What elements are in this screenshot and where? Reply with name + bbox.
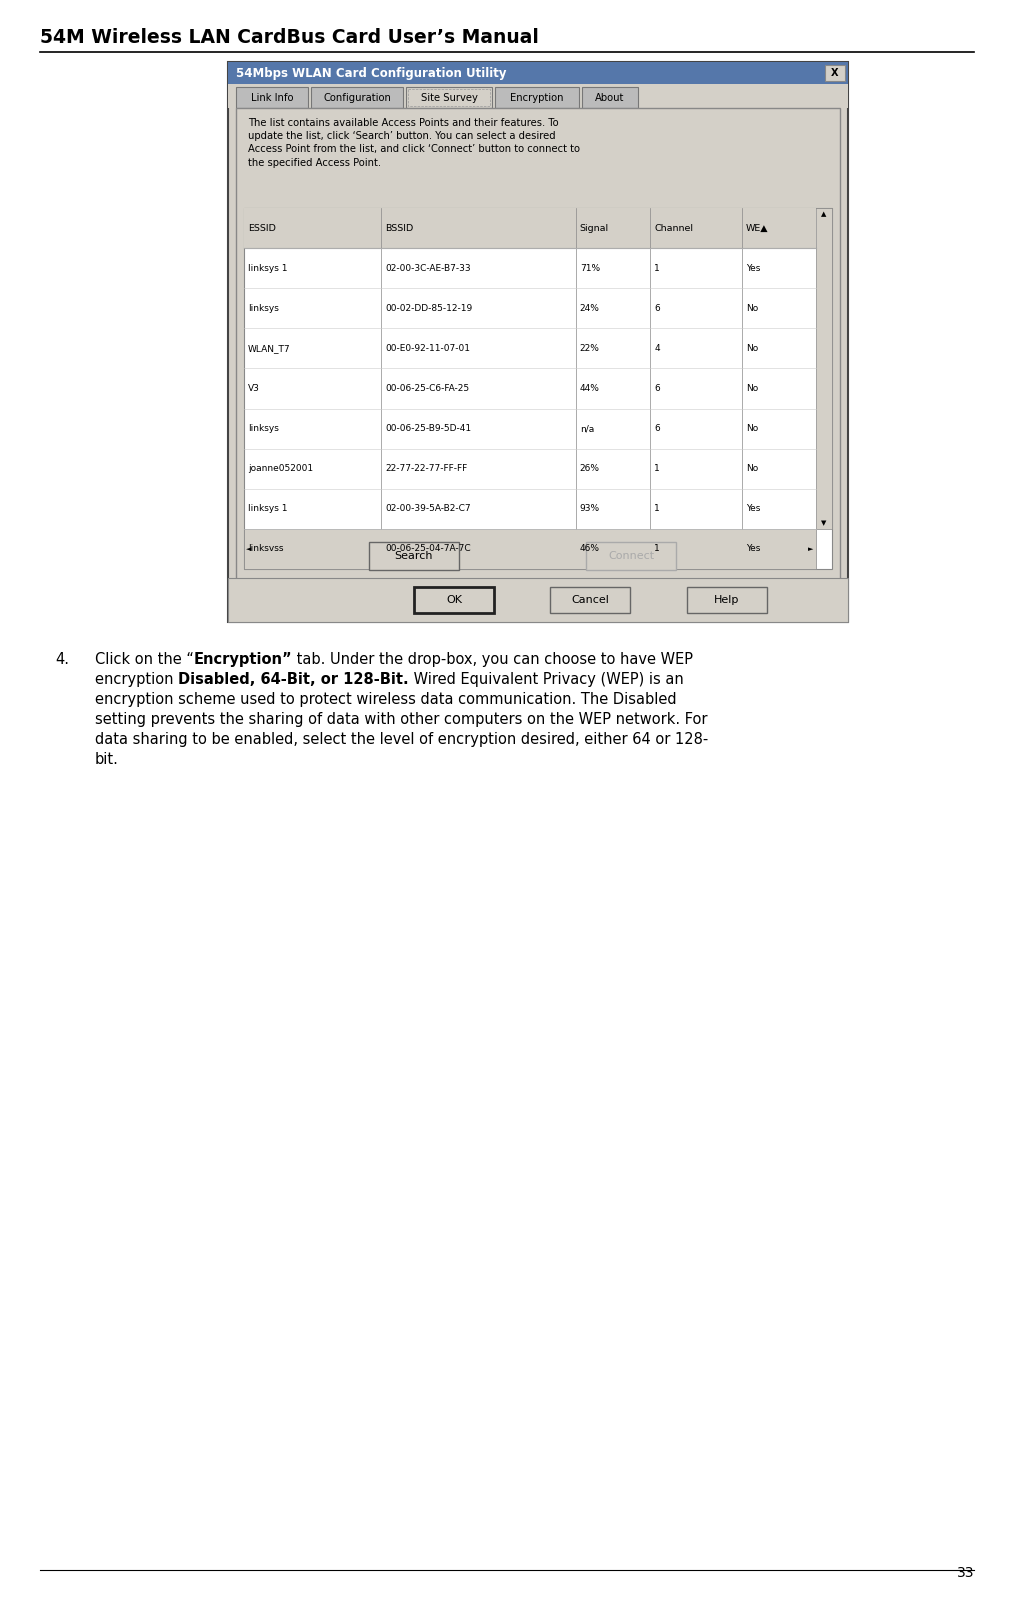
- Bar: [406, 86, 492, 109]
- Text: Signal: Signal: [580, 224, 608, 233]
- Text: 24%: 24%: [580, 304, 599, 313]
- Text: ESSID: ESSID: [248, 224, 276, 233]
- Text: 00-02-DD-85-12-19: 00-02-DD-85-12-19: [385, 304, 473, 313]
- Text: 6: 6: [654, 423, 660, 433]
- Text: WLAN_T7: WLAN_T7: [248, 344, 291, 353]
- Bar: [551, 586, 631, 614]
- Text: Encryption: Encryption: [510, 93, 564, 102]
- Text: 93%: 93%: [580, 505, 600, 513]
- Text: WE▲: WE▲: [745, 224, 769, 233]
- Text: data sharing to be enabled, select the level of encryption desired, either 64 or: data sharing to be enabled, select the l…: [95, 732, 708, 746]
- Text: linksys: linksys: [248, 304, 279, 313]
- Text: Disabled, 64-Bit, or 128-Bit.: Disabled, 64-Bit, or 128-Bit.: [178, 673, 409, 687]
- Text: Wired Equivalent Privacy (WEP) is an: Wired Equivalent Privacy (WEP) is an: [409, 673, 683, 687]
- Text: 4.: 4.: [55, 652, 69, 666]
- Text: Yes: Yes: [745, 545, 760, 553]
- Text: 26%: 26%: [580, 465, 599, 473]
- Text: 71%: 71%: [580, 264, 600, 273]
- Text: 54M Wireless LAN CardBus Card User’s Manual: 54M Wireless LAN CardBus Card User’s Man…: [40, 29, 538, 46]
- Text: 54Mbps WLAN Card Configuration Utility: 54Mbps WLAN Card Configuration Utility: [236, 67, 507, 80]
- Bar: [582, 86, 638, 109]
- Text: 46%: 46%: [580, 545, 599, 553]
- Text: ▲: ▲: [821, 211, 826, 217]
- Text: setting prevents the sharing of data with other computers on the WEP network. Fo: setting prevents the sharing of data wit…: [95, 713, 708, 727]
- Text: BSSID: BSSID: [385, 224, 414, 233]
- Text: tab. Under the drop-box, you can choose to have WEP: tab. Under the drop-box, you can choose …: [292, 652, 694, 666]
- Text: 00-06-25-B9-5D-41: 00-06-25-B9-5D-41: [385, 423, 472, 433]
- Text: Link Info: Link Info: [250, 93, 293, 102]
- Bar: [586, 542, 676, 570]
- Text: No: No: [745, 384, 757, 393]
- Bar: [369, 542, 459, 570]
- Text: 44%: 44%: [580, 384, 599, 393]
- Bar: [244, 529, 816, 569]
- Text: ◄: ◄: [246, 547, 251, 551]
- Text: X: X: [831, 69, 839, 78]
- Text: ►: ►: [808, 547, 813, 551]
- Text: No: No: [745, 304, 757, 313]
- Text: 1: 1: [654, 505, 660, 513]
- Text: No: No: [745, 423, 757, 433]
- Bar: [236, 86, 308, 109]
- Text: The list contains available Access Points and their features. To
update the list: The list contains available Access Point…: [248, 118, 580, 168]
- Text: 1: 1: [654, 264, 660, 273]
- Text: Channel: Channel: [654, 224, 694, 233]
- Text: Yes: Yes: [745, 505, 760, 513]
- Text: V3: V3: [248, 384, 260, 393]
- Text: 6: 6: [654, 304, 660, 313]
- Text: linksys 1: linksys 1: [248, 505, 288, 513]
- Text: 1: 1: [654, 545, 660, 553]
- Text: 02-00-3C-AE-B7-33: 02-00-3C-AE-B7-33: [385, 264, 470, 273]
- Bar: [228, 85, 848, 109]
- Text: Yes: Yes: [745, 264, 760, 273]
- Text: bit.: bit.: [95, 753, 119, 767]
- Text: linksvss: linksvss: [248, 545, 284, 553]
- Text: Help: Help: [714, 594, 739, 606]
- Text: 33: 33: [956, 1566, 974, 1580]
- Text: About: About: [595, 93, 625, 102]
- Bar: [244, 208, 816, 248]
- Bar: [244, 208, 832, 569]
- Text: Cancel: Cancel: [572, 594, 609, 606]
- Bar: [408, 89, 490, 105]
- Text: encryption: encryption: [95, 673, 178, 687]
- Bar: [228, 62, 848, 622]
- Text: joanne052001: joanne052001: [248, 465, 313, 473]
- Bar: [236, 109, 840, 583]
- Text: n/a: n/a: [580, 423, 594, 433]
- Text: Connect: Connect: [608, 551, 654, 561]
- Text: 00-06-25-C6-FA-25: 00-06-25-C6-FA-25: [385, 384, 469, 393]
- Bar: [228, 578, 848, 622]
- Text: No: No: [745, 344, 757, 353]
- Text: Search: Search: [394, 551, 433, 561]
- Text: OK: OK: [446, 594, 462, 606]
- Bar: [495, 86, 579, 109]
- Text: linksys: linksys: [248, 423, 279, 433]
- Text: Encryption”: Encryption”: [194, 652, 292, 666]
- Bar: [228, 62, 848, 85]
- Text: ▼: ▼: [821, 519, 826, 526]
- Text: encryption scheme used to protect wireless data communication. The Disabled: encryption scheme used to protect wirele…: [95, 692, 676, 706]
- Text: Site Survey: Site Survey: [421, 93, 478, 102]
- Text: 02-00-39-5A-B2-C7: 02-00-39-5A-B2-C7: [385, 505, 470, 513]
- Text: 00-E0-92-11-07-01: 00-E0-92-11-07-01: [385, 344, 470, 353]
- Text: 22-77-22-77-FF-FF: 22-77-22-77-FF-FF: [385, 465, 467, 473]
- Text: linksys 1: linksys 1: [248, 264, 288, 273]
- Text: 22%: 22%: [580, 344, 599, 353]
- Text: Configuration: Configuration: [323, 93, 391, 102]
- Text: 6: 6: [654, 384, 660, 393]
- Text: 4: 4: [654, 344, 660, 353]
- Text: No: No: [745, 465, 757, 473]
- Bar: [686, 586, 767, 614]
- Bar: [414, 586, 494, 614]
- Bar: [311, 86, 403, 109]
- Bar: [816, 208, 832, 529]
- Text: 00-06-25-04-7A-7C: 00-06-25-04-7A-7C: [385, 545, 470, 553]
- Text: 1: 1: [654, 465, 660, 473]
- Bar: [825, 66, 845, 81]
- Text: Click on the “: Click on the “: [95, 652, 194, 666]
